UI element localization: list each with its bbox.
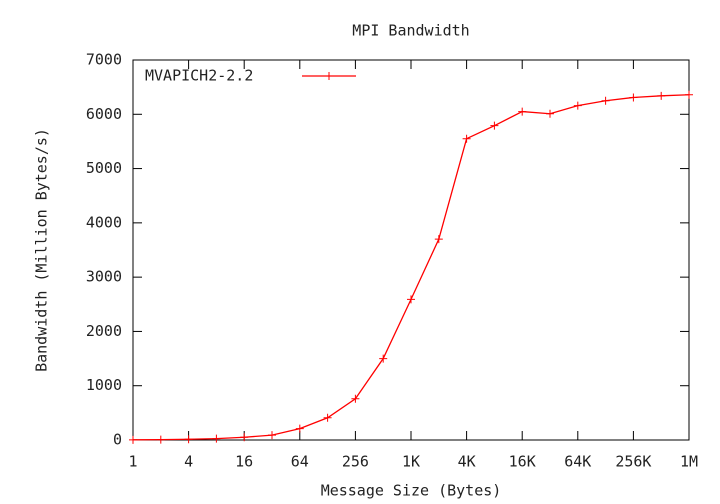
y-tick-label: 4000 [86, 213, 122, 231]
point-marker [407, 295, 415, 304]
x-tick-label: 256K [615, 453, 651, 471]
x-tick-label: 4 [184, 453, 193, 471]
point-marker [685, 90, 693, 99]
point-marker [129, 435, 137, 444]
point-marker [212, 434, 221, 443]
x-tick-label: 4K [458, 453, 476, 471]
x-axis-label: Message Size (Bytes) [321, 482, 502, 500]
point-marker [490, 121, 499, 130]
y-tick-label: 5000 [86, 159, 122, 177]
x-tick-label: 64K [564, 453, 591, 471]
y-tick-label: 0 [113, 431, 122, 449]
point-marker [240, 433, 249, 442]
point-marker [379, 354, 388, 363]
x-tick-label: 1 [128, 453, 137, 471]
point-marker [518, 107, 527, 116]
y-tick-label: 2000 [86, 322, 122, 340]
point-marker [295, 424, 304, 433]
y-tick-label: 7000 [86, 51, 122, 69]
x-tick-label: 16 [235, 453, 253, 471]
chart-title: MPI Bandwidth [352, 22, 469, 40]
y-tick-label: 3000 [86, 268, 122, 286]
point-marker [184, 435, 193, 444]
legend-marker [325, 72, 333, 80]
y-axis-label: Bandwidth (Million Bytes/s) [33, 128, 51, 372]
point-marker [462, 134, 471, 143]
point-marker [156, 435, 165, 444]
x-tick-label: 1K [402, 453, 420, 471]
legend-label: MVAPICH2-2.2 [145, 67, 253, 85]
point-marker [351, 394, 360, 403]
point-marker [323, 413, 332, 422]
point-marker [268, 431, 276, 440]
y-tick-label: 1000 [86, 376, 122, 394]
point-marker [629, 93, 638, 102]
point-marker [546, 109, 554, 118]
x-tick-label: 1M [680, 453, 698, 471]
point-marker [657, 91, 666, 100]
point-marker [573, 101, 582, 110]
point-marker [601, 96, 610, 105]
y-tick-label: 6000 [86, 105, 122, 123]
x-tick-label: 64 [291, 453, 309, 471]
x-tick-label: 16K [509, 453, 536, 471]
point-marker [434, 235, 443, 244]
x-tick-label: 256 [342, 453, 369, 471]
